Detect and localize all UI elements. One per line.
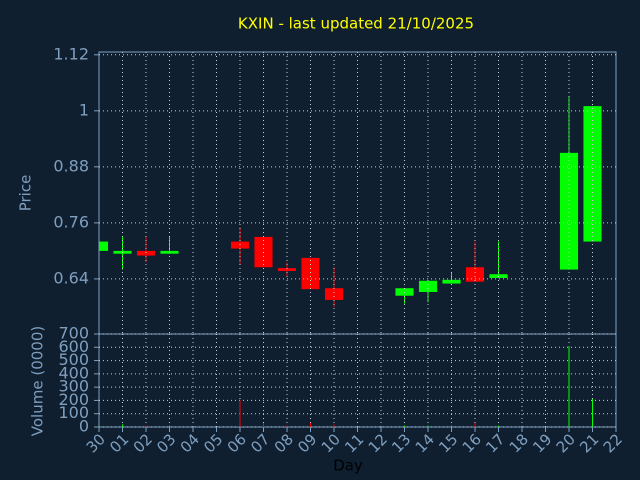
- candle-body: [465, 267, 485, 282]
- x-tick-label: 11: [341, 430, 367, 456]
- candle-body: [324, 288, 344, 300]
- chart-title: KXIN - last updated 21/10/2025: [238, 15, 474, 33]
- x-tick-label: 22: [600, 430, 626, 456]
- y-tick-label: 0.76: [53, 212, 89, 231]
- y-tick-label: 400: [58, 363, 89, 382]
- x-tick-label: 05: [200, 430, 226, 456]
- y-tick-label: 0.64: [53, 268, 89, 287]
- y-axis-label: Price: [17, 175, 35, 212]
- y-tick-label: 100: [58, 403, 89, 422]
- y-tick-label: 200: [58, 390, 89, 409]
- x-tick-label: 12: [365, 430, 391, 456]
- volume-frame: [98, 333, 617, 428]
- candle-body: [395, 288, 414, 296]
- x-tick-label: 14: [412, 430, 438, 456]
- x-tick-label: 20: [553, 430, 579, 456]
- y-tick-label: 300: [58, 377, 89, 396]
- x-tick-label: 01: [106, 430, 132, 456]
- y-tick-label: 0.88: [53, 156, 89, 175]
- candle-body: [583, 106, 602, 242]
- y-tick-label: 0: [79, 417, 89, 436]
- y-tick-label: 600: [58, 337, 89, 356]
- candle-body: [99, 241, 109, 251]
- y-tick-label: 500: [58, 350, 89, 369]
- candle-body: [277, 268, 297, 271]
- x-tick-label: 10: [318, 430, 344, 456]
- candle-body: [230, 241, 250, 249]
- candle-body: [442, 279, 461, 284]
- x-tick-label: 04: [177, 430, 203, 456]
- volume-axis-label: Volume (0000): [29, 326, 47, 436]
- x-tick-label: 08: [271, 430, 297, 456]
- candle-body: [136, 250, 156, 256]
- price-frame: [98, 51, 617, 335]
- x-tick-label: 21: [576, 430, 602, 456]
- candle-body: [301, 257, 320, 290]
- x-axis-label: Day: [333, 457, 363, 475]
- x-tick-label: 18: [506, 430, 532, 456]
- x-tick-label: 03: [153, 430, 179, 456]
- y-tick-label: 1: [79, 100, 89, 119]
- y-tick-label: 1.12: [53, 44, 89, 63]
- y-tick-label: 700: [58, 324, 89, 343]
- x-tick-label: 13: [388, 430, 414, 456]
- x-tick-label: 09: [294, 430, 320, 456]
- price-plot: [99, 96, 602, 307]
- x-tick-label: 02: [130, 430, 156, 456]
- x-tick-label: 17: [482, 430, 508, 456]
- x-tick-label: 19: [529, 430, 555, 456]
- x-tick-label: 16: [459, 430, 485, 456]
- candle-body: [418, 280, 438, 292]
- x-tick-label: 07: [247, 430, 273, 456]
- candle-body: [559, 152, 579, 270]
- x-tick-label: 15: [435, 430, 461, 456]
- x-tick-label: 06: [224, 430, 250, 456]
